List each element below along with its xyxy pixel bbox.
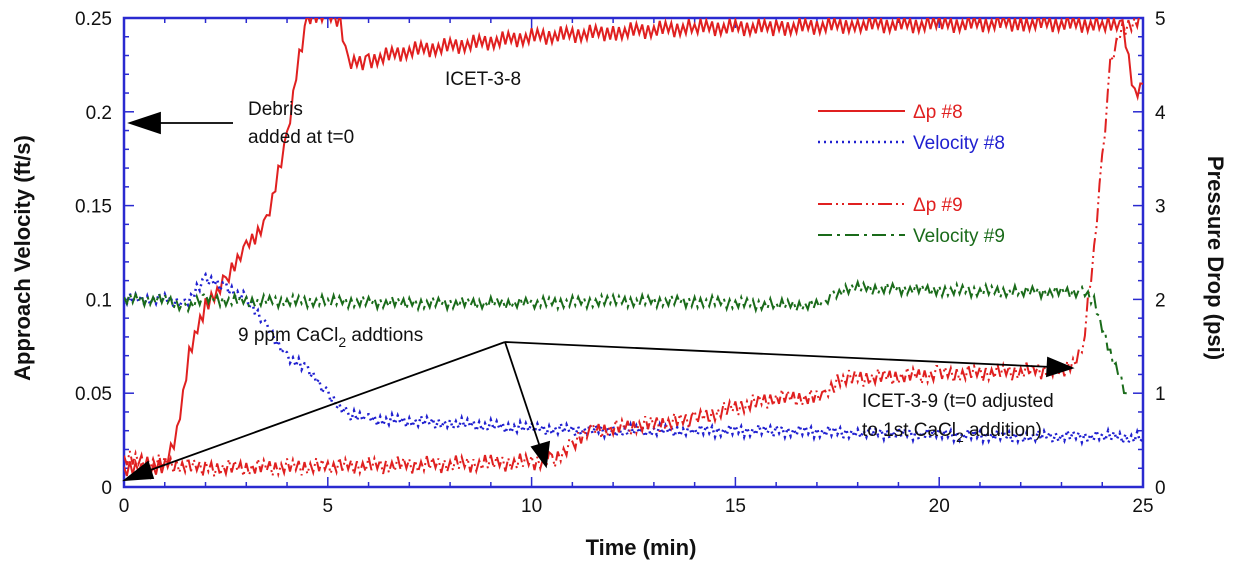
arrow-cacl2-to-second	[504, 341, 541, 448]
annotation-icet39-sub: 2	[956, 429, 964, 445]
left-tick-labels: 0 0.05 0.1 0.15 0.2 0.25	[75, 9, 112, 499]
series-line-2	[124, 18, 1143, 480]
annotation-cacl2: 9 ppm CaCl2 addtions	[238, 325, 423, 350]
x-tick-label: 25	[1132, 496, 1153, 517]
x-axis-title: Time (min)	[586, 535, 697, 560]
arrow-cacl2-to-third	[504, 341, 1053, 368]
arrow-cacl2-head-first	[122, 460, 155, 482]
y-left-tick-label: 0.25	[75, 9, 112, 30]
annotation-icet39-pre: to 1st CaCl	[862, 420, 956, 441]
x-tick-label: 0	[119, 496, 130, 517]
bottom-tick-labels: 0 5 10 15 20 25	[119, 496, 1154, 517]
annotation-arrows	[122, 111, 1075, 482]
legend: Δp #8 Velocity #8 Δp #9 Velocity #9	[818, 102, 1005, 247]
legend-label-vel8: Velocity #8	[913, 133, 1005, 154]
series-lines	[124, 18, 1143, 481]
y-left-tick-label: 0.2	[86, 103, 112, 124]
legend-label-dp8: Δp #8	[913, 102, 963, 123]
y-right-tick-label: 4	[1155, 103, 1166, 124]
arrow-debris-head	[127, 111, 161, 135]
legend-label-vel9: Velocity #9	[913, 226, 1005, 247]
annotation-icet39-post: addition)	[964, 420, 1042, 441]
y-right-tick-label: 5	[1155, 9, 1166, 30]
y-right-tick-label: 0	[1155, 478, 1166, 499]
x-tick-label: 10	[521, 496, 542, 517]
annotation-cacl2-post: addtions	[346, 325, 423, 346]
series-line-0	[124, 18, 1143, 481]
y-left-tick-label: 0.05	[75, 384, 112, 405]
plot-frame	[122, 16, 1145, 489]
x-tick-label: 15	[725, 496, 746, 517]
annotation-cacl2-pre: 9 ppm CaCl	[238, 325, 338, 346]
y-axis-right-title: Pressure Drop (psi)	[1203, 156, 1228, 360]
y-right-tick-label: 2	[1155, 290, 1166, 311]
series-line-1	[124, 271, 1143, 448]
y-left-tick-label: 0.1	[86, 290, 112, 311]
annotation-icet39-line1: ICET-3-9 (t=0 adjusted	[862, 391, 1054, 412]
y-left-tick-label: 0.15	[75, 197, 112, 218]
legend-label-dp9: Δp #9	[913, 195, 963, 216]
annotation-debris-line2: added at t=0	[248, 127, 354, 148]
y-right-tick-label: 3	[1155, 197, 1166, 218]
annotation-icet39-line2: to 1st CaCl2 addition)	[862, 420, 1042, 445]
arrow-cacl2-to-first	[144, 341, 506, 473]
series-line-3	[124, 278, 1127, 395]
y-right-tick-label: 1	[1155, 384, 1166, 405]
annotation-icet38: ICET-3-8	[445, 69, 521, 90]
annotation-cacl2-sub: 2	[338, 334, 346, 350]
right-tick-labels: 0 1 2 3 4 5	[1155, 9, 1166, 499]
annotation-debris-line1: Debris	[248, 99, 303, 120]
y-axis-left-title: Approach Velocity (ft/s)	[10, 135, 35, 381]
arrow-cacl2-head-second	[530, 440, 551, 469]
arrow-cacl2-head-third	[1046, 356, 1075, 378]
y-left-tick-label: 0	[101, 478, 112, 499]
x-tick-label: 5	[323, 496, 334, 517]
x-tick-label: 20	[929, 496, 950, 517]
